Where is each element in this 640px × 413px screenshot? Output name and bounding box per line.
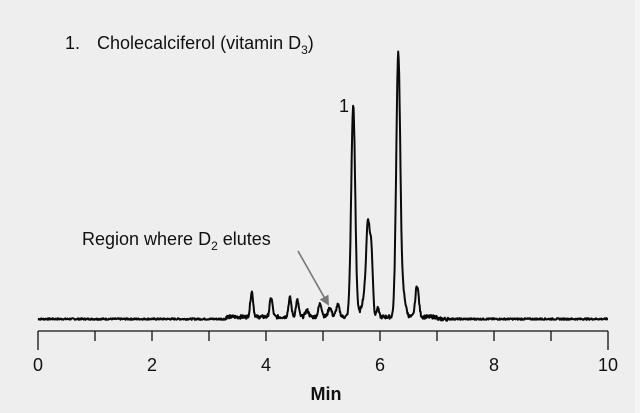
right-edge-strip xyxy=(635,0,640,413)
x-tick-label: 0 xyxy=(33,355,43,375)
annotation-arrow xyxy=(297,250,329,306)
x-tick-label: 8 xyxy=(489,355,499,375)
title-name: Cholecalciferol (vitamin D xyxy=(97,33,301,53)
x-axis-tick-labels: 0 2 4 6 8 10 xyxy=(33,355,618,375)
annotation-tail: elutes xyxy=(218,229,271,249)
annotation-main: Region where D xyxy=(82,229,211,249)
title-close: ) xyxy=(308,33,314,53)
x-tick-label: 6 xyxy=(375,355,385,375)
peak-label-1: 1 xyxy=(339,96,349,116)
x-tick-label: 10 xyxy=(598,355,618,375)
x-tick-label: 2 xyxy=(147,355,157,375)
x-axis-ticks xyxy=(37,331,609,350)
x-axis-title: Min xyxy=(311,384,342,404)
title-number: 1. xyxy=(65,33,80,53)
annotation-subscript: 2 xyxy=(211,239,218,253)
title-subscript: 3 xyxy=(301,43,308,57)
d2-region-annotation: Region where D2 elutes xyxy=(82,229,271,253)
chart-title: 1. Cholecalciferol (vitamin D3) xyxy=(65,33,314,57)
x-tick-label: 4 xyxy=(261,355,271,375)
chromatogram-trace xyxy=(37,50,609,322)
